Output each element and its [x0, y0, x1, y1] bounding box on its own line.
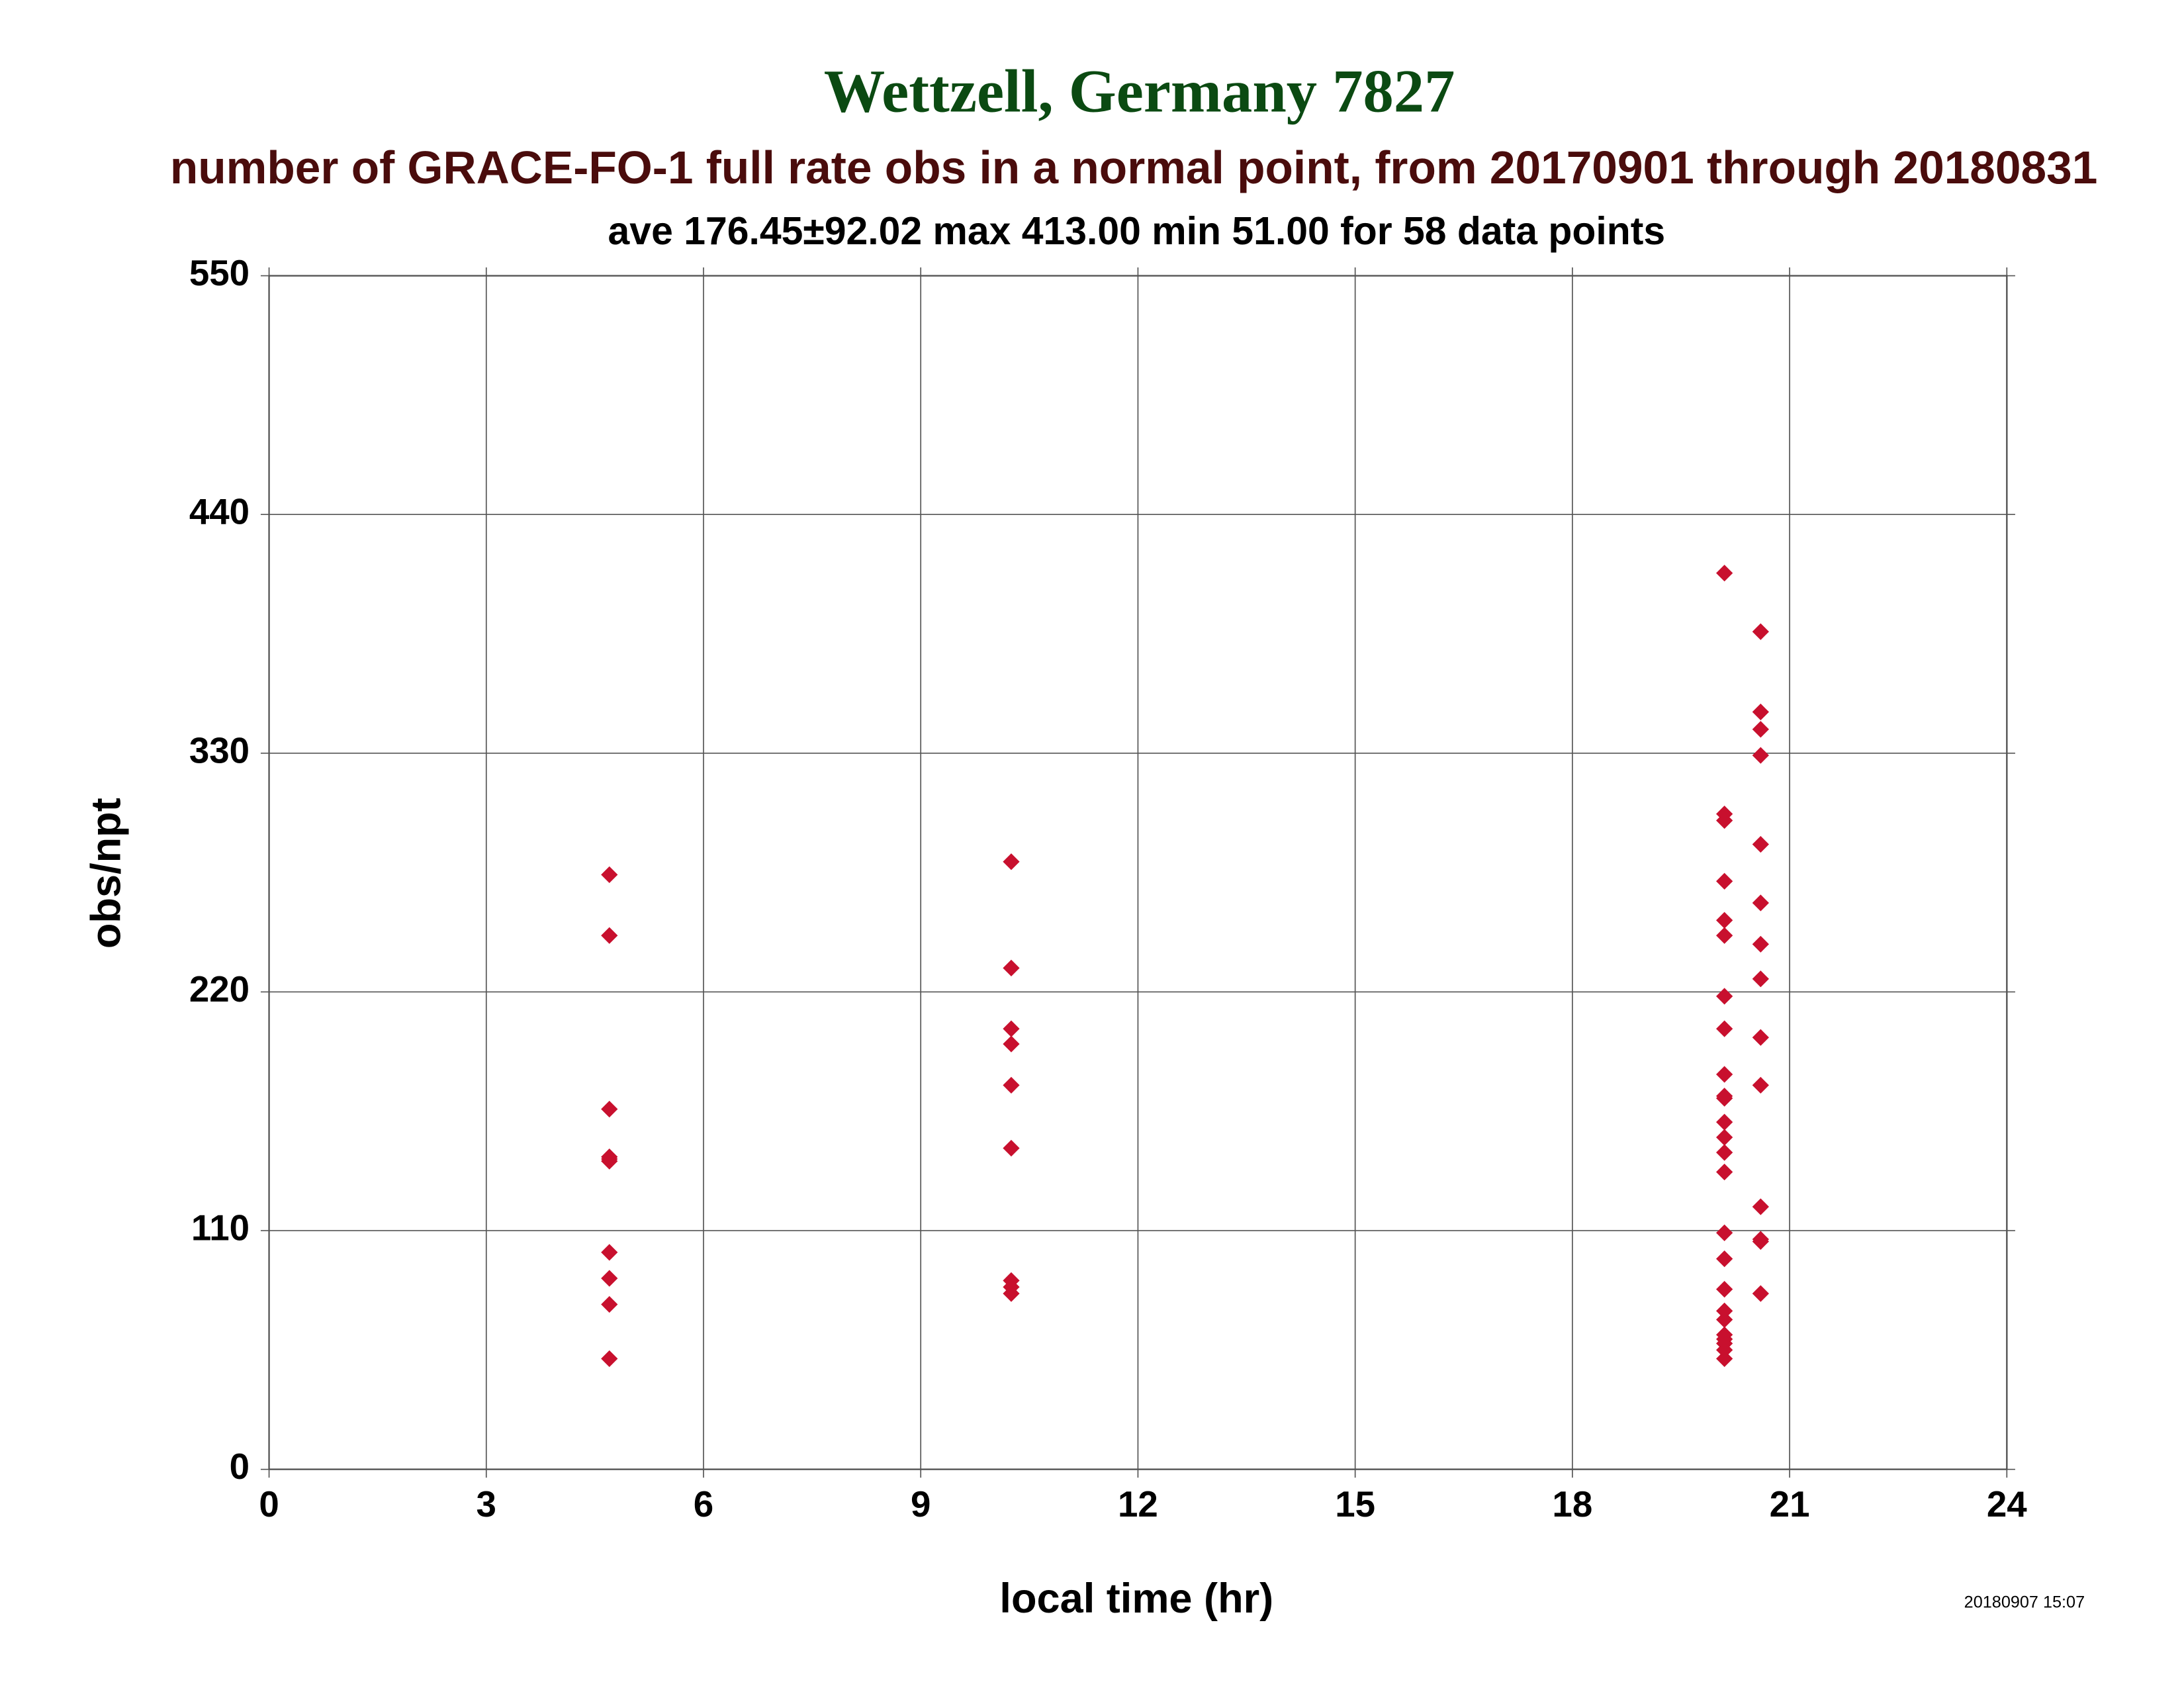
point	[1715, 1066, 1733, 1083]
point	[1715, 1129, 1733, 1146]
point	[1003, 1076, 1020, 1094]
point	[1752, 721, 1769, 738]
point	[1715, 1163, 1733, 1181]
point	[1003, 1035, 1020, 1053]
point	[1752, 1029, 1769, 1046]
point	[601, 1100, 618, 1118]
x-tick-label: 18	[1552, 1483, 1592, 1524]
point	[601, 1270, 618, 1287]
point	[1003, 853, 1020, 870]
point	[1715, 1350, 1733, 1368]
chart-title: Wettzell, Germany 7827	[824, 58, 1455, 126]
point	[1752, 1233, 1769, 1250]
point	[1715, 927, 1733, 944]
x-tick-label: 9	[911, 1483, 931, 1524]
stats: ave 176.45±92.02 max 413.00 min 51.00 fo…	[608, 210, 1666, 253]
point	[601, 1350, 618, 1368]
point	[1715, 1224, 1733, 1241]
point	[1715, 912, 1733, 929]
x-tick-label: 0	[259, 1483, 279, 1524]
point	[601, 1150, 618, 1168]
point	[1752, 1285, 1769, 1302]
point	[1715, 988, 1733, 1005]
y-tick-label: 330	[189, 729, 250, 771]
point	[1003, 1020, 1020, 1037]
point	[1003, 959, 1020, 977]
point	[1715, 1113, 1733, 1131]
point	[1752, 1198, 1769, 1215]
point	[1752, 970, 1769, 988]
y-tick-label: 440	[189, 491, 250, 532]
y-tick-label: 220	[189, 968, 250, 1009]
point	[1715, 1250, 1733, 1268]
x-tick-label: 15	[1335, 1483, 1375, 1524]
x-tick-label: 3	[477, 1483, 496, 1524]
x-tick-label: 12	[1118, 1483, 1158, 1524]
point	[1752, 1076, 1769, 1094]
point	[1003, 1285, 1020, 1302]
point	[601, 1244, 618, 1261]
point	[1715, 1144, 1733, 1161]
timestamp: 20180907 15:07	[1964, 1593, 2085, 1611]
y-axis-label: obs/npt	[83, 798, 129, 949]
point	[1715, 565, 1733, 582]
point	[1715, 1311, 1733, 1329]
point	[1715, 1020, 1733, 1037]
point	[1715, 1090, 1733, 1107]
point	[1715, 872, 1733, 890]
point	[1752, 935, 1769, 953]
y-tick-label: 110	[191, 1207, 250, 1248]
point	[1752, 747, 1769, 764]
point	[1752, 835, 1769, 853]
chart-subtitle: number of GRACE-FO-1 full rate obs in a …	[170, 142, 2097, 193]
point	[1752, 703, 1769, 721]
point	[601, 927, 618, 944]
x-tick-label: 21	[1770, 1483, 1810, 1524]
point	[1003, 1139, 1020, 1157]
x-axis-label: local time (hr)	[999, 1575, 1273, 1622]
y-tick-label: 0	[230, 1446, 250, 1487]
point	[1715, 1280, 1733, 1298]
x-tick-label: 6	[694, 1483, 713, 1524]
point	[1752, 894, 1769, 912]
point	[601, 866, 618, 884]
point	[1752, 623, 1769, 640]
point	[601, 1295, 618, 1313]
y-tick-label: 550	[189, 252, 250, 293]
x-tick-label: 24	[1987, 1483, 2027, 1524]
